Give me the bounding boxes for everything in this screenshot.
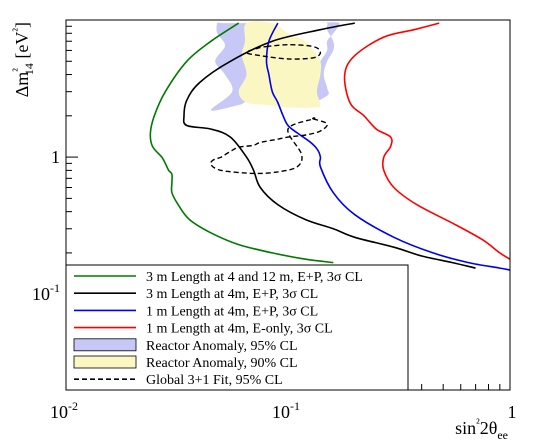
y-axis-title: Δm²14 [eV²] (10, 22, 36, 97)
legend-label: 3 m Length at 4 and 12 m, E+P, 3σ CL (146, 270, 363, 285)
legend-swatch (73, 355, 137, 369)
curve-3-m-length-at-4m-e-p-3-cl (182, 22, 476, 269)
curve-global-3-1-fit-95-cl (245, 43, 322, 60)
legend-label: Reactor Anomaly, 90% CL (146, 356, 298, 371)
x-axis-title: sin²2θee (455, 416, 508, 440)
curve-1-m-length-at-4m-e-p-3-cl (265, 22, 510, 271)
legend-label: 1 m Length at 4m, E+P, 3σ CL (146, 304, 318, 319)
curve-1-m-length-at-4m-e-only-3-cl (343, 22, 510, 260)
x-tick-label: 10-2 (50, 399, 78, 422)
x-tick-label: 1 (508, 402, 517, 422)
legend-label: Global 3+1 Fit, 95% CL (146, 373, 283, 388)
legend-label: 3 m Length at 4m, E+P, 3σ CL (146, 287, 318, 302)
legend-label: 1 m Length at 4m, E-only, 3σ CL (146, 322, 333, 337)
x-tick-label: 10-1 (272, 399, 300, 422)
legend-swatch (73, 338, 137, 352)
curve-3-m-length-at-4-and-12-m-e-p-3-cl (149, 22, 334, 264)
curve-global-3-1-fit-95-cl-lower-contour (209, 117, 328, 175)
legend-label: Reactor Anomaly, 95% CL (146, 339, 298, 354)
y-tick-label: 1 (51, 147, 60, 167)
y-tick-label: 10-1 (32, 281, 60, 304)
region-reactor-anomaly-90-cl (238, 21, 322, 108)
